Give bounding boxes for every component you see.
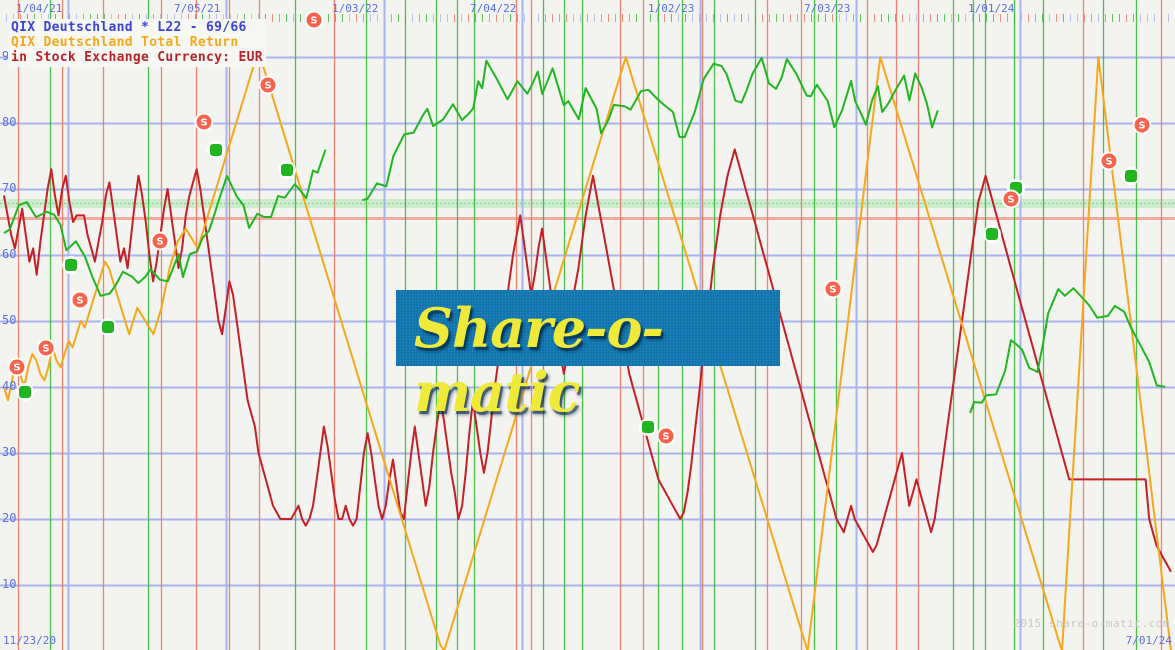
buy-marker [99, 318, 117, 336]
logo-texture [396, 290, 780, 366]
sell-marker: S [1099, 151, 1119, 171]
chart-title-line-2: QIX Deutschland Total Return [11, 35, 239, 50]
buy-marker [16, 383, 34, 401]
sell-marker: S [1132, 115, 1152, 135]
x-tick-label: 7/03/23 [804, 2, 851, 15]
sell-marker-letter: S [42, 344, 49, 355]
horizontal-gridlines [0, 56, 1175, 587]
x-tick-label: 1/04/21 [16, 2, 63, 15]
sell-marker-letter: S [662, 432, 669, 443]
sell-marker-letter: S [13, 363, 20, 374]
x-tick-label: 7/05/21 [174, 2, 221, 15]
copyright-watermark: 2015 share-o-matic.com [1013, 617, 1170, 630]
x-tick-label: 7/04/22 [470, 2, 517, 15]
x-tick-label: 1/01/24 [968, 2, 1015, 15]
x-tick-label: 1/02/23 [648, 2, 695, 15]
sell-marker: S [7, 357, 27, 377]
y-tick-label: 70 [2, 181, 17, 195]
series-line-price [3, 148, 1172, 573]
sell-marker-letter: S [310, 16, 317, 27]
sell-marker: S [1001, 189, 1021, 209]
sell-marker-letter: S [829, 285, 836, 296]
y-tick-label: 80 [2, 115, 17, 129]
buy-marker [983, 225, 1001, 243]
logo-text: Share-o-matic [414, 296, 664, 424]
sell-marker: S [656, 426, 676, 446]
series-line-benchmark [3, 149, 327, 297]
sell-marker: S [258, 75, 278, 95]
chart-title-line-1: QIX Deutschland * L22 - 69/66 [11, 20, 247, 35]
buy-marker [1122, 167, 1140, 185]
sell-marker: S [70, 290, 90, 310]
y-tick-label: 40 [2, 379, 17, 393]
sell-marker-letter: S [264, 81, 271, 92]
sell-marker-letter: S [200, 118, 207, 129]
y-tick-label: 20 [2, 511, 17, 525]
sell-marker-letter: S [1138, 121, 1145, 132]
series-line-benchmark [362, 56, 939, 202]
y-tick-label: 60 [2, 247, 17, 261]
share-o-matic-logo: Share-o-matic [396, 290, 780, 424]
sell-marker-letter: S [76, 296, 83, 307]
sell-marker: S [194, 112, 214, 132]
series-line-benchmark [969, 287, 1166, 414]
sell-marker: S [150, 231, 170, 251]
buy-marker [62, 256, 80, 274]
x-axis-end-label: 7/01/24 [1125, 634, 1172, 647]
sell-marker: S [304, 10, 324, 30]
y-tick-label: 30 [2, 445, 17, 459]
buy-marker [639, 418, 657, 436]
sell-marker-letter: S [156, 237, 163, 248]
sell-marker-letter: S [1105, 157, 1112, 168]
chart-title-line-3: in Stock Exchange Currency: EUR [11, 50, 263, 65]
x-axis-start-label: 11/23/20 [3, 634, 56, 647]
sell-marker: S [823, 279, 843, 299]
chart-title-box: QIX Deutschland * L22 - 69/66 QIX Deutsc… [8, 19, 266, 67]
sell-marker: S [36, 338, 56, 358]
series-layer [3, 49, 1172, 650]
buy-marker [207, 141, 225, 159]
trade-markers: S S S S S S S S S S S S [7, 10, 1152, 446]
x-tick-label: 1/03/22 [332, 2, 379, 15]
y-tick-label: 50 [2, 313, 17, 327]
sell-marker-letter: S [1007, 195, 1014, 206]
y-tick-label: 10 [2, 577, 17, 591]
buy-marker [278, 161, 296, 179]
